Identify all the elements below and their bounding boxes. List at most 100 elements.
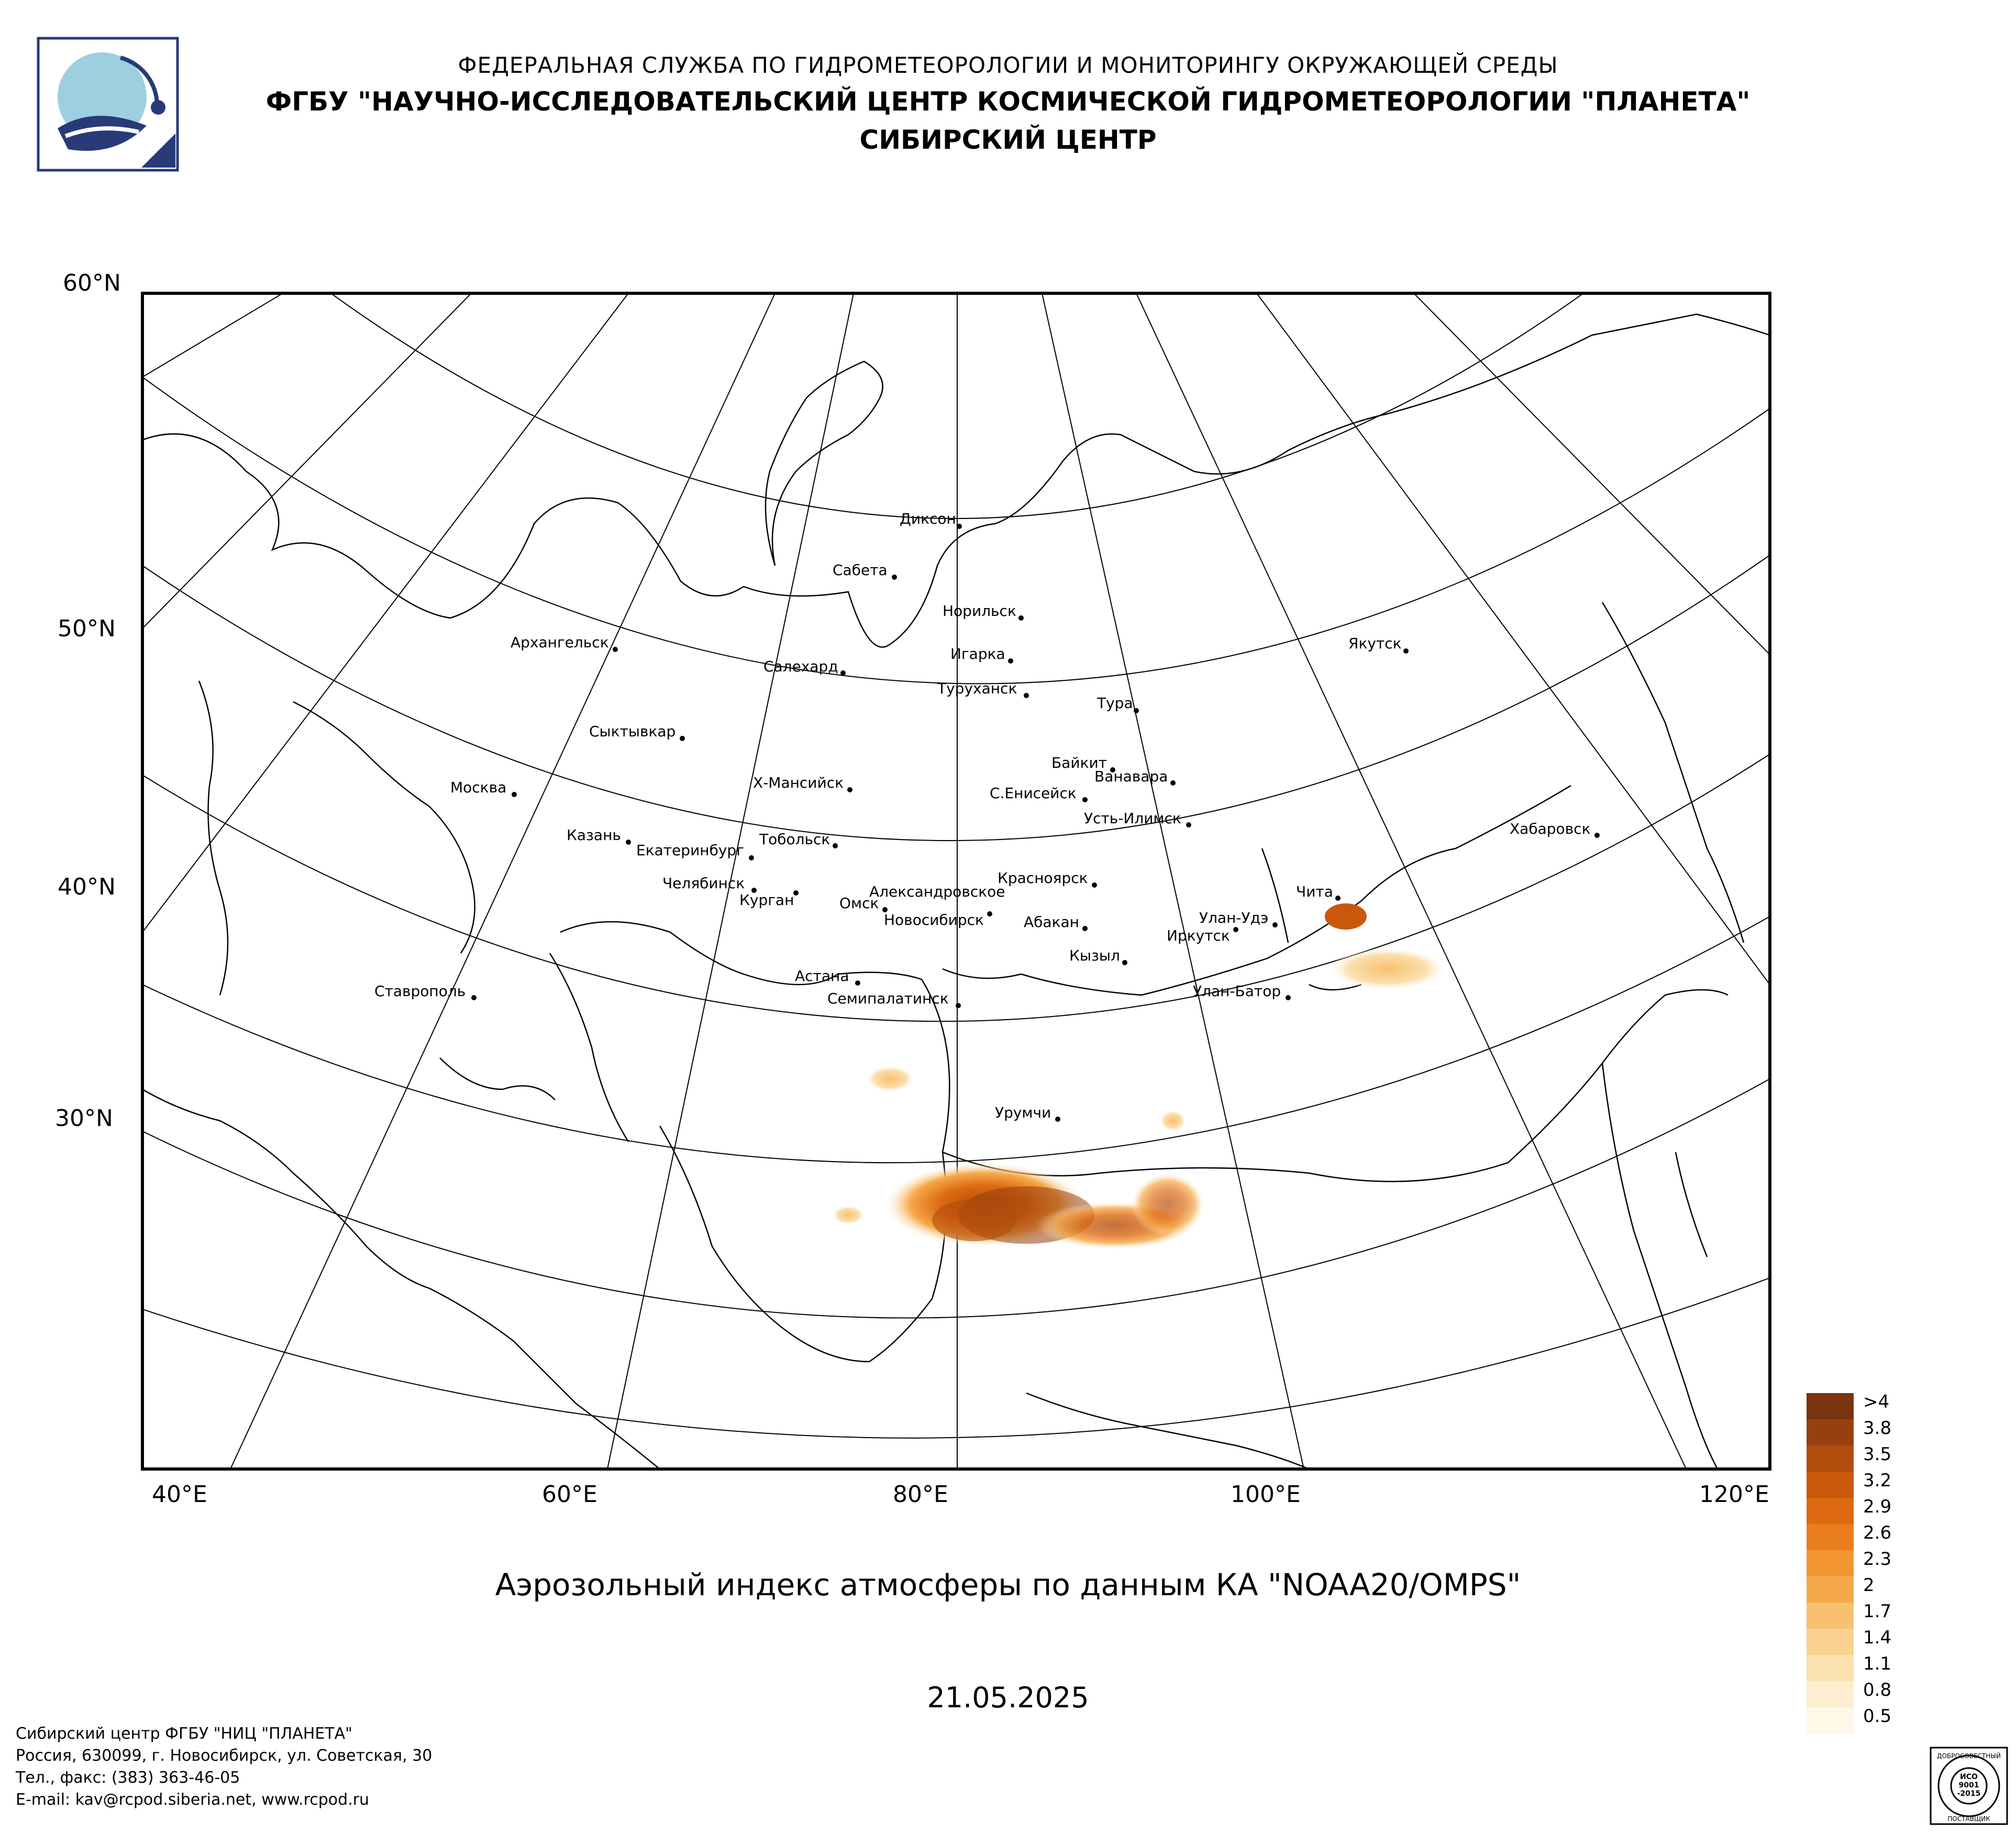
cert-bottom: ПОСТАВЩИК (1947, 1815, 1990, 1823)
legend-label: >4 (1863, 1392, 1890, 1412)
legend-label: 1.1 (1863, 1653, 1892, 1674)
legend-row: 2.3 (1807, 1550, 1911, 1576)
legend-label: 2.3 (1863, 1549, 1892, 1570)
city-kazan: Казань (567, 826, 621, 844)
lon-label-60: 60°E (542, 1481, 597, 1508)
lon-label-80: 80°E (893, 1481, 948, 1508)
city-turukhansk: Туруханск (937, 680, 1017, 697)
legend-label: 1.7 (1863, 1601, 1892, 1622)
cert-9001: 9001 (1959, 1781, 1979, 1790)
legend-label: 3.8 (1863, 1418, 1892, 1439)
city-labels: Диксон Сабета Норильск Игарка Туруханск … (374, 510, 1590, 1121)
legend-swatch (1807, 1681, 1854, 1707)
city-omsk: Омск (839, 895, 879, 912)
city-igarka: Игарка (950, 645, 1005, 662)
legend-row: 1.7 (1807, 1603, 1911, 1629)
color-legend: >4 3.8 3.5 3.2 2.9 2.6 2.3 2 1.7 1.4 1.1 0.8 0.5 (1807, 1393, 1911, 1733)
legend-swatch (1807, 1603, 1854, 1629)
city-chita: Чита (1296, 883, 1333, 900)
city-ust-ilimsk: Усть-Илимск (1084, 810, 1181, 827)
legend-swatch (1807, 1419, 1854, 1445)
city-salekhard: Салехард (763, 658, 838, 675)
lat-label-60: 60°N (63, 270, 121, 296)
legend-label: 3.2 (1863, 1470, 1892, 1491)
city-urumchi: Урумчи (995, 1104, 1051, 1121)
map-content: Диксон Сабета Норильск Игарка Туруханск … (142, 293, 1770, 1469)
city-abakan: Абакан (1024, 913, 1079, 931)
city-chelyabinsk: Челябинск (662, 875, 745, 892)
city-ekaterinburg: Екатеринбург (636, 842, 744, 859)
city-kh-mansiysk: Х-Мансийск (753, 774, 844, 791)
legend-row: 0.5 (1807, 1707, 1911, 1733)
lat-label-50: 50°N (58, 615, 116, 642)
footer-phone: Тел., факс: (383) 363-46-05 (16, 1769, 240, 1787)
city-irkutsk: Иркутск (1167, 927, 1230, 944)
legend-row: 1.1 (1807, 1655, 1911, 1681)
city-markers (471, 524, 1600, 1122)
legend-row: 1.4 (1807, 1629, 1911, 1655)
city-semipalatinsk: Семипалатинск (827, 990, 949, 1007)
city-arkhangelsk: Архангельск (511, 634, 609, 651)
iso-certificate-seal: ДОБРОСОВЕСТНЫЙ ИСО 9001 -2015 ПОСТАВЩИК (1930, 1747, 2008, 1825)
city-ulan-ude: Улан-Удэ (1199, 909, 1268, 926)
legend-swatch (1807, 1472, 1854, 1498)
footer-address: Россия, 630099, г. Новосибирск, ул. Сове… (16, 1747, 433, 1765)
legend-swatch (1807, 1707, 1854, 1733)
aerosol-plumes (833, 903, 1445, 1249)
city-kurgan: Курган (739, 891, 794, 909)
cert-iso: ИСО (1960, 1773, 1978, 1781)
legend-row: 2.9 (1807, 1498, 1911, 1524)
city-dikson: Диксон (900, 510, 956, 527)
legend-row: 2 (1807, 1576, 1911, 1603)
legend-label: 3.5 (1863, 1444, 1892, 1465)
city-khabarovsk: Хабаровск (1510, 820, 1590, 837)
lat-label-30: 30°N (55, 1105, 113, 1132)
city-tura: Тура (1096, 694, 1133, 712)
city-tobolsk: Тобольск (759, 831, 830, 848)
legend-label: 2 (1863, 1575, 1875, 1596)
legend-label: 0.5 (1863, 1706, 1892, 1727)
lon-label-100: 100°E (1231, 1481, 1301, 1508)
city-kyzyl: Кызыл (1069, 947, 1120, 964)
city-s-eniseysk: С.Енисейск (990, 785, 1077, 802)
city-stavropol: Ставрополь (374, 982, 466, 1000)
legend-row: 3.2 (1807, 1472, 1911, 1498)
legend-swatch (1807, 1498, 1854, 1524)
planeta-logo (37, 37, 179, 172)
map-frame (141, 292, 1771, 1471)
legend-label: 0.8 (1863, 1680, 1892, 1701)
legend-row: 0.8 (1807, 1681, 1911, 1707)
legend-swatch (1807, 1655, 1854, 1681)
footer-email: E-mail: kav@rcpod.siberia.net, www.rcpod… (16, 1791, 370, 1809)
lat-label-40: 40°N (58, 874, 116, 900)
city-sabeta: Сабета (833, 561, 888, 579)
city-baykit: Байкит (1051, 754, 1107, 771)
cert-2015: -2015 (1957, 1790, 1981, 1798)
legend-label: 2.6 (1863, 1522, 1892, 1543)
city-aleksandrovskoe: Александровское (869, 883, 1005, 900)
city-yakutsk: Якутск (1348, 635, 1402, 652)
city-novosibirsk: Новосибирск (884, 911, 984, 929)
meridian-lines (142, 293, 1770, 1469)
legend-row: 3.8 (1807, 1419, 1911, 1445)
city-syktyvkar: Сыктывкар (589, 723, 675, 740)
city-krasnoyarsk: Красноярск (998, 869, 1088, 887)
center-title: СИБИРСКИЙ ЦЕНТР (859, 125, 1157, 155)
legend-swatch (1807, 1445, 1854, 1472)
footer-org: Сибирский центр ФГБУ "НИЦ "ПЛАНЕТА" (16, 1725, 352, 1743)
institute-title: ФГБУ "НАУЧНО-ИССЛЕДОВАТЕЛЬСКИЙ ЦЕНТР КОС… (265, 86, 1751, 117)
city-norilsk: Норильск (943, 602, 1016, 620)
legend-swatch (1807, 1550, 1854, 1576)
legend-label: 2.9 (1863, 1496, 1892, 1517)
legend-swatch (1807, 1629, 1854, 1655)
agency-title: ФЕДЕРАЛЬНАЯ СЛУЖБА ПО ГИДРОМЕТЕОРОЛОГИИ … (458, 52, 1558, 78)
city-moskva: Москва (450, 779, 506, 796)
legend-row: >4 (1807, 1393, 1911, 1419)
legend-swatch (1807, 1524, 1854, 1550)
map-date: 21.05.2025 (927, 1681, 1089, 1714)
city-ulan-bator: Улан-Батор (1193, 982, 1281, 1000)
cert-top: ДОБРОСОВЕСТНЫЙ (1937, 1752, 2001, 1760)
city-vanavara: Ванавара (1094, 768, 1168, 785)
legend-label: 1.4 (1863, 1627, 1892, 1648)
